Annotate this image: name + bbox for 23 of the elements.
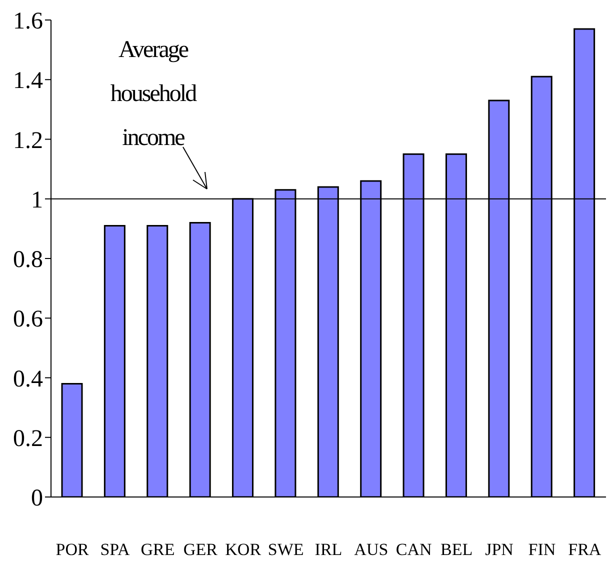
annotation: Average household income — [109, 36, 198, 153]
x-tick-label: GRE — [140, 540, 175, 560]
y-tick-label: 0.6 — [13, 306, 43, 333]
y-tick-label: 1.2 — [13, 128, 43, 154]
x-tick-label: IRL — [314, 540, 342, 560]
y-tick-label: 1 — [31, 187, 43, 214]
x-tick-label: SPA — [100, 540, 131, 560]
y-tick-label: 1.6 — [13, 8, 43, 35]
y-tick-label: 1.4 — [13, 68, 43, 94]
x-tick-label: JPN — [485, 540, 514, 560]
x-tick-label: AUS — [354, 540, 388, 560]
x-tick-label: GER — [183, 540, 218, 560]
x-tick-label: KOR — [225, 540, 262, 560]
y-tick-label: 0.4 — [13, 366, 43, 392]
x-tick-label: POR — [56, 540, 90, 560]
y-tick-label: 0.2 — [13, 426, 43, 452]
x-tick-label: BEL — [440, 540, 473, 560]
x-tick-label: FRA — [568, 540, 602, 560]
y-tick-label: 0.8 — [13, 247, 43, 274]
y-tick-label: 0 — [31, 486, 43, 512]
x-tick-label: SWE — [268, 540, 304, 560]
x-tick-label: FIN — [528, 540, 556, 560]
x-tick-label: CAN — [396, 540, 432, 560]
